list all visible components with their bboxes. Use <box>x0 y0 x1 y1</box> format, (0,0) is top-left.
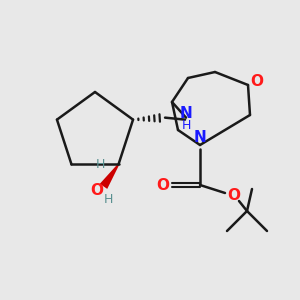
Polygon shape <box>100 164 119 189</box>
Text: O: O <box>227 188 241 202</box>
Text: N: N <box>194 130 206 145</box>
Text: H: H <box>182 119 191 132</box>
Text: H: H <box>96 158 105 171</box>
Text: N: N <box>180 106 192 121</box>
Text: H: H <box>104 193 113 206</box>
Text: O: O <box>90 183 103 198</box>
Text: O: O <box>157 178 169 193</box>
Text: O: O <box>250 74 263 89</box>
